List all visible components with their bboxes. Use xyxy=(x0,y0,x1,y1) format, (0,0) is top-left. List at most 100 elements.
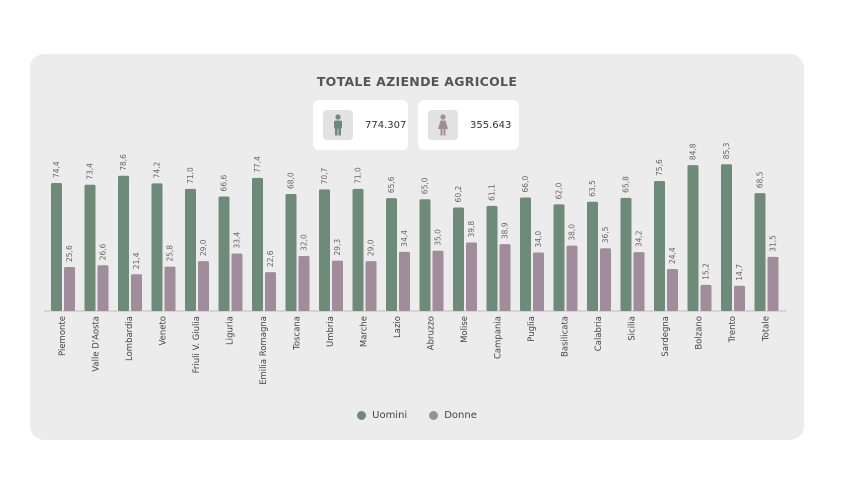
bar-uomini xyxy=(419,199,431,311)
legend-dot-women xyxy=(429,411,439,420)
category-label: Marche xyxy=(360,316,370,347)
bar-donne xyxy=(265,272,276,311)
data-label: 65,6 xyxy=(387,176,396,193)
legend-label-men: Uomini xyxy=(372,410,408,421)
chart-card: TOTALE AZIENDE AGRICOLE 774.307 355.643 … xyxy=(30,54,804,440)
category-label: Emilia Romagna xyxy=(259,316,269,385)
data-label: 71,0 xyxy=(354,167,363,184)
data-label: 85,3 xyxy=(722,142,731,159)
bar-uomini xyxy=(654,180,665,311)
women-total: 355.643 xyxy=(470,119,512,131)
data-label: 15,2 xyxy=(702,263,711,280)
data-label: 70,7 xyxy=(320,167,329,184)
data-label: 75,6 xyxy=(655,159,664,176)
bar-uomini xyxy=(486,205,498,311)
bar-donne xyxy=(64,266,75,311)
data-label: 74,2 xyxy=(153,161,162,178)
data-label: 34,2 xyxy=(635,230,644,247)
category-label: Friuli V. Giulia xyxy=(192,316,202,373)
bar-donne xyxy=(700,284,712,311)
bar-donne xyxy=(734,285,745,311)
data-label: 36,5 xyxy=(601,226,610,243)
bar-uomini xyxy=(185,188,196,311)
category-label: Toscana xyxy=(293,316,303,351)
bar-donne xyxy=(499,244,511,311)
legend-dot-men xyxy=(357,411,367,420)
bar-uomini xyxy=(84,184,96,311)
data-label: 65,0 xyxy=(421,177,430,194)
data-label: 31,5 xyxy=(769,235,778,252)
data-label: 29,0 xyxy=(367,239,376,256)
woman-icon xyxy=(428,110,458,140)
data-label: 77,4 xyxy=(253,156,262,173)
bar-donne xyxy=(332,260,343,311)
data-label: 63,5 xyxy=(588,180,597,197)
chart-title: TOTALE AZIENDE AGRICOLE xyxy=(316,74,518,89)
bar-donne xyxy=(432,250,444,311)
data-label: 25,6 xyxy=(65,245,74,262)
stat-men: 774.307 xyxy=(313,100,408,150)
bar-uomini xyxy=(754,193,766,311)
bar-chart: 74,4 25,6 Piemonte 73,4 26,6 Valle D'Aosta 78,… xyxy=(44,142,786,385)
bar-uomini xyxy=(51,183,62,311)
category-label: Abruzzo xyxy=(427,316,437,350)
data-label: 25,8 xyxy=(166,245,175,262)
bar-donne xyxy=(466,242,477,311)
data-label: 62,0 xyxy=(555,182,564,199)
bar-uomini xyxy=(118,175,129,311)
bar-uomini xyxy=(319,189,330,311)
man-icon xyxy=(323,110,353,140)
data-label: 65,8 xyxy=(622,176,631,193)
data-label: 21,4 xyxy=(132,252,141,269)
category-label: Piemonte xyxy=(58,316,68,356)
data-label: 68,0 xyxy=(287,172,296,189)
bar-donne xyxy=(198,261,209,311)
bar-donne xyxy=(365,261,377,311)
bar-donne xyxy=(131,274,142,311)
bar-uomini xyxy=(520,197,531,311)
category-label: Veneto xyxy=(159,316,169,346)
category-label: Sicilia xyxy=(628,316,638,341)
bar-donne xyxy=(633,252,645,311)
bar-uomini xyxy=(553,204,565,311)
category-label: Campania xyxy=(494,316,504,359)
legend: Uomini Donne xyxy=(30,410,804,421)
bar-uomini xyxy=(620,197,632,311)
category-label: Molise xyxy=(460,316,470,343)
category-label: Puglia xyxy=(527,316,537,342)
category-label: Liguria xyxy=(226,316,236,345)
category-label: Bolzano xyxy=(695,316,705,350)
data-label: 78,6 xyxy=(119,154,128,171)
bar-uomini xyxy=(352,188,364,311)
bar-uomini xyxy=(252,177,263,311)
data-label: 26,6 xyxy=(99,243,108,260)
data-label: 29,3 xyxy=(333,239,342,256)
category-label: Valle D'Aosta xyxy=(92,316,102,372)
data-label: 33,4 xyxy=(233,232,242,249)
bar-donne xyxy=(97,265,109,311)
data-label: 34,0 xyxy=(534,231,543,248)
data-label: 38,0 xyxy=(568,224,577,241)
data-label: 61,1 xyxy=(488,184,497,201)
bar-donne xyxy=(164,266,176,311)
data-label: 66,6 xyxy=(220,175,229,192)
data-label: 34,4 xyxy=(400,230,409,247)
data-label: 22,6 xyxy=(266,250,275,267)
bar-donne xyxy=(566,245,578,311)
category-label: Calabria xyxy=(594,316,604,351)
men-total: 774.307 xyxy=(365,119,407,131)
data-label: 74,4 xyxy=(52,161,61,178)
data-label: 29,0 xyxy=(199,239,208,256)
bar-donne xyxy=(231,253,243,311)
data-label: 32,0 xyxy=(300,234,309,251)
bar-uomini xyxy=(453,207,464,311)
bar-uomini xyxy=(386,198,397,311)
data-label: 73,4 xyxy=(86,163,95,180)
data-label: 35,0 xyxy=(434,229,443,246)
bar-donne xyxy=(399,251,410,311)
bar-donne xyxy=(533,252,544,311)
stat-women: 355.643 xyxy=(418,100,519,150)
data-label: 14,7 xyxy=(735,264,744,281)
category-label: Sardegna xyxy=(661,316,671,357)
data-label: 84,8 xyxy=(689,143,698,160)
